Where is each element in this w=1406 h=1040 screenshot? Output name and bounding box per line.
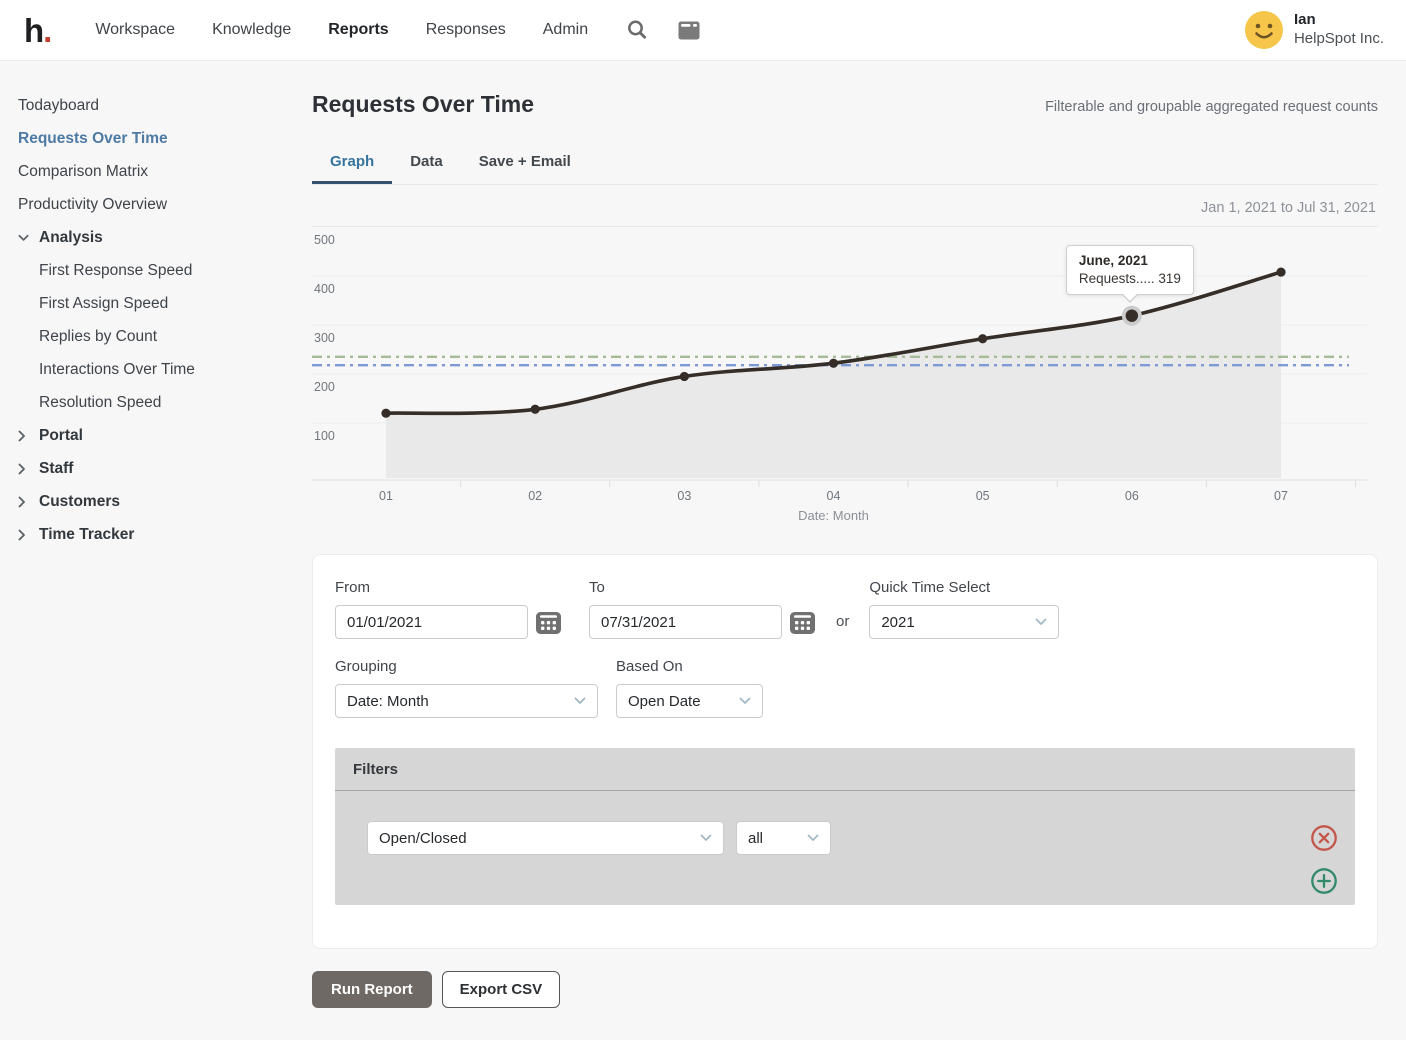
svg-text:500: 500 xyxy=(314,233,335,247)
sidebar-item-comparison-matrix[interactable]: Comparison Matrix xyxy=(18,162,149,180)
report-main: Requests Over Time Filterable and groupa… xyxy=(312,61,1406,1008)
to-label: To xyxy=(589,579,605,596)
chart-canvas[interactable]: 100 200 300 400 500 01 02 03 04 05 06 07 Date: Month xyxy=(312,227,1367,529)
run-report-button[interactable]: Run Report xyxy=(312,971,432,1008)
quick-time-group: Quick Time Select 2021 xyxy=(869,579,1060,639)
avatar xyxy=(1244,11,1283,49)
report-tabs: Graph Data Save + Email xyxy=(312,143,1378,185)
to-calendar-icon[interactable] xyxy=(789,610,816,635)
from-date-input[interactable] xyxy=(335,605,528,639)
nav-item-responses[interactable]: Responses xyxy=(425,21,506,38)
svg-text:01: 01 xyxy=(379,489,393,503)
sidebar-item-first-assign-speed[interactable]: First Assign Speed xyxy=(39,294,169,312)
svg-text:200: 200 xyxy=(314,380,335,394)
filters-panel: Filters Open/Closed all xyxy=(335,748,1355,905)
quick-time-select[interactable]: 2021 xyxy=(869,605,1060,639)
tab-graph[interactable]: Graph xyxy=(312,143,393,184)
chevron-down-icon xyxy=(1035,618,1047,626)
svg-text:05: 05 xyxy=(976,489,990,503)
sidebar-section-time-tracker[interactable]: Time Tracker xyxy=(18,518,312,551)
filter-row: Open/Closed all xyxy=(367,821,1285,855)
sidebar-section-analysis[interactable]: Analysis xyxy=(18,221,312,254)
user-name: Ian xyxy=(1293,11,1316,29)
svg-text:300: 300 xyxy=(314,331,335,345)
chevron-down-icon xyxy=(574,697,586,705)
to-date-input[interactable] xyxy=(589,605,782,639)
export-csv-button[interactable]: Export CSV xyxy=(441,971,561,1008)
based-on-select[interactable]: Open Date xyxy=(616,684,763,718)
page-subtitle: Filterable and groupable aggregated requ… xyxy=(1045,99,1378,115)
sidebar-item-requests-over-time[interactable]: Requests Over Time xyxy=(18,129,168,147)
chart-tooltip: June, 2021 Requests..... 319 xyxy=(1065,244,1194,303)
report-options-card: From To xyxy=(312,554,1378,949)
svg-text:06: 06 xyxy=(1125,489,1139,503)
nav-item-admin[interactable]: Admin xyxy=(542,21,589,38)
helpspot-logo[interactable]: h. xyxy=(24,11,52,49)
sidebar-item-productivity-overview[interactable]: Productivity Overview xyxy=(18,195,168,213)
svg-text:Date: Month: Date: Month xyxy=(798,508,869,523)
grouping-group: Grouping Date: Month xyxy=(335,658,598,718)
chevron-right-icon xyxy=(18,430,29,442)
svg-text:02: 02 xyxy=(528,489,542,503)
tooltip-value: Requests..... 319 xyxy=(1078,270,1181,286)
sidebar-item-resolution-speed[interactable]: Resolution Speed xyxy=(39,393,162,411)
svg-text:03: 03 xyxy=(677,489,691,503)
add-filter-icon[interactable] xyxy=(1310,867,1338,895)
chevron-right-icon xyxy=(18,463,29,475)
chevron-down-icon xyxy=(739,697,751,705)
page-title: Requests Over Time xyxy=(312,91,535,117)
from-calendar-icon[interactable] xyxy=(535,610,562,635)
user-company: HelpSpot Inc. xyxy=(1293,30,1384,47)
or-label: or xyxy=(836,613,850,630)
top-nav: h. Workspace Knowledge Reports Responses… xyxy=(0,0,1406,61)
based-on-group: Based On Open Date xyxy=(616,658,763,718)
filters-title: Filters xyxy=(335,748,1355,791)
tab-save-email[interactable]: Save + Email xyxy=(478,153,571,170)
filter-field-select[interactable]: Open/Closed xyxy=(367,821,724,855)
svg-text:100: 100 xyxy=(314,429,335,443)
workspace-window-icon[interactable] xyxy=(677,18,701,42)
based-on-label: Based On xyxy=(616,658,683,675)
to-date-group: To xyxy=(589,579,816,639)
tab-data[interactable]: Data xyxy=(410,153,443,170)
requests-over-time-chart[interactable]: 100 200 300 400 500 01 02 03 04 05 06 07 Date: Month… xyxy=(312,227,1378,529)
sidebar-item-interactions-over-time[interactable]: Interactions Over Time xyxy=(39,360,195,378)
quick-time-label: Quick Time Select xyxy=(869,579,991,596)
chevron-right-icon xyxy=(18,529,29,541)
nav-item-reports[interactable]: Reports xyxy=(328,21,389,38)
svg-text:07: 07 xyxy=(1274,489,1288,503)
filter-operator-select[interactable]: all xyxy=(736,821,831,855)
chart-date-range: Jan 1, 2021 to Jul 31, 2021 xyxy=(312,185,1378,227)
from-label: From xyxy=(335,579,370,596)
chevron-down-icon xyxy=(700,834,712,842)
sidebar-section-staff[interactable]: Staff xyxy=(18,452,312,485)
sidebar-section-customers[interactable]: Customers xyxy=(18,485,312,518)
nav-item-knowledge[interactable]: Knowledge xyxy=(212,21,292,38)
sidebar-item-todayboard[interactable]: Todayboard xyxy=(18,96,100,114)
chevron-right-icon xyxy=(18,496,29,508)
chevron-down-icon xyxy=(807,834,819,842)
from-date-group: From xyxy=(335,579,562,639)
sidebar-section-portal[interactable]: Portal xyxy=(18,419,312,452)
nav-item-workspace[interactable]: Workspace xyxy=(95,21,176,38)
sidebar-item-first-response-speed[interactable]: First Response Speed xyxy=(39,261,193,279)
user-menu[interactable]: Ian HelpSpot Inc. xyxy=(1244,11,1384,49)
sidebar-analysis-children: First Response Speed First Assign Speed … xyxy=(18,254,312,419)
tooltip-title: June, 2021 xyxy=(1078,252,1148,268)
grouping-select[interactable]: Date: Month xyxy=(335,684,598,718)
search-icon[interactable] xyxy=(625,18,649,42)
svg-text:400: 400 xyxy=(314,282,335,296)
reports-sidebar: Todayboard Requests Over Time Comparison… xyxy=(0,61,312,1008)
grouping-label: Grouping xyxy=(335,658,397,675)
svg-text:04: 04 xyxy=(827,489,841,503)
chevron-down-icon xyxy=(18,234,29,242)
remove-filter-icon[interactable] xyxy=(1310,824,1338,852)
sidebar-item-replies-by-count[interactable]: Replies by Count xyxy=(39,327,158,345)
